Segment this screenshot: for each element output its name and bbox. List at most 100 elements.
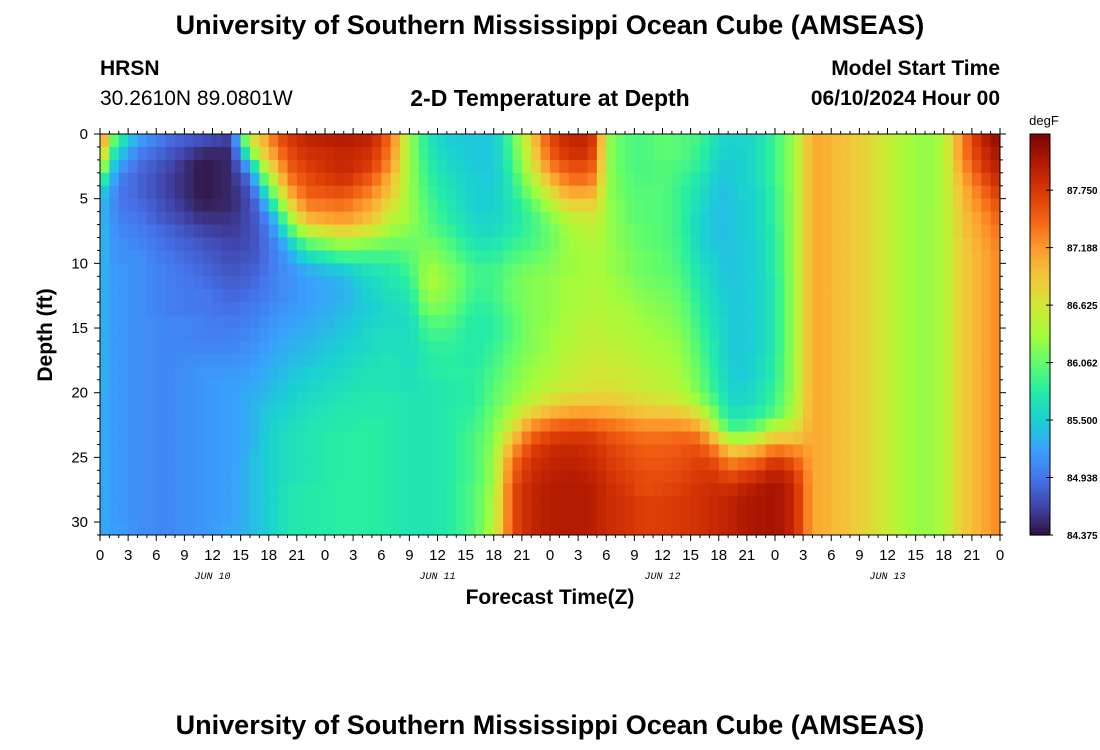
heatmap-cell [128,431,139,446]
heatmap-cell [156,392,167,407]
heatmap-cell [503,366,514,381]
heatmap-cell [221,198,232,213]
heatmap-cell [165,289,176,303]
heatmap-cell [390,172,401,187]
heatmap-cell [653,146,664,161]
heatmap-cell [896,340,907,355]
heatmap-cell [756,159,767,174]
heatmap-cell [512,470,523,484]
heatmap-cell [381,134,392,148]
heatmap-cell [859,263,870,277]
heatmap-cell [146,172,157,187]
heatmap-cell [578,159,589,174]
heatmap-cell [193,146,204,161]
heatmap-cell [137,366,148,381]
heatmap-cell [662,418,673,433]
heatmap-cell [643,276,654,290]
heatmap-cell [981,263,992,277]
heatmap-cell [746,457,757,471]
heatmap-cell [709,353,720,368]
colorbar-segment [1030,240,1050,245]
heatmap-cell [709,315,720,329]
heatmap-cell [371,470,382,484]
heatmap-cell [868,522,879,535]
heatmap-cell [512,405,523,420]
heatmap-cell [381,483,392,497]
heatmap-cell [362,457,373,471]
colorbar-tick-label: 86.625 [1067,301,1098,312]
heatmap-cell [990,172,1000,187]
heatmap-cell [156,457,167,471]
heatmap-cell [784,198,795,213]
heatmap-cell [212,496,223,510]
heatmap-cell [606,366,617,381]
heatmap-cell [559,483,570,497]
heatmap-cell [296,224,307,239]
heatmap-cell [400,392,410,407]
heatmap-cell [493,250,504,264]
heatmap-cell [146,328,157,342]
heatmap-cell [250,418,260,433]
heatmap-cell [437,289,448,303]
heatmap-cell [550,134,560,148]
heatmap-cell [203,392,214,407]
heatmap-cell [390,340,401,355]
heatmap-cell [990,224,1000,239]
heatmap-cell [784,522,795,535]
heatmap-cell [184,315,195,329]
colorbar-segment [1030,428,1050,433]
heatmap-cell [896,289,907,303]
heatmap-cell [531,302,542,316]
heatmap-cell [850,276,860,290]
heatmap-cell [821,509,832,523]
heatmap-cell [109,224,120,239]
heatmap-cell [503,198,514,213]
heatmap-cell [287,457,298,471]
heatmap-cell [596,444,607,458]
colorbar-segment [1030,137,1050,142]
heatmap-cell [287,470,298,484]
heatmap-cell [315,276,326,290]
heatmap-cell [662,237,673,252]
heatmap-cell [278,444,289,458]
heatmap-cell [231,405,242,420]
heatmap-cell [784,211,795,226]
heatmap-cell [559,224,570,239]
heatmap-cell [896,444,907,458]
heatmap-cell [343,315,354,329]
heatmap-cell [221,496,232,510]
heatmap-cell [540,379,551,394]
heatmap-cell [475,392,485,407]
heatmap-cell [334,496,345,510]
heatmap-cell [578,496,589,510]
heatmap-cell [868,431,879,446]
heatmap-cell [709,509,720,523]
heatmap-cell [503,224,514,239]
heatmap-cell [175,237,185,252]
heatmap-cell [634,263,645,277]
heatmap-cell [981,250,992,264]
heatmap-cell [906,224,917,239]
heatmap-cell [700,392,710,407]
heatmap-cell [671,366,682,381]
heatmap-cell [109,366,120,381]
heatmap-cell [250,379,260,394]
heatmap-cell [540,302,551,316]
heatmap-cell [596,328,607,342]
heatmap-cell [371,134,382,148]
heatmap-cell [446,457,457,471]
colorbar-segment [1030,418,1050,422]
heatmap-cell [831,470,842,484]
heatmap-cell [118,263,129,277]
heatmap-cell [606,418,617,433]
heatmap-cell [250,211,260,226]
heatmap-cell [700,159,710,174]
heatmap-cell [268,315,279,329]
heatmap-cell [737,457,748,471]
page-title: University of Southern Mississippi Ocean… [175,10,925,40]
heatmap-cell [484,340,495,355]
heatmap-cell [896,276,907,290]
heatmap-cell [100,496,110,510]
heatmap-cell [550,276,560,290]
heatmap-cell [296,302,307,316]
